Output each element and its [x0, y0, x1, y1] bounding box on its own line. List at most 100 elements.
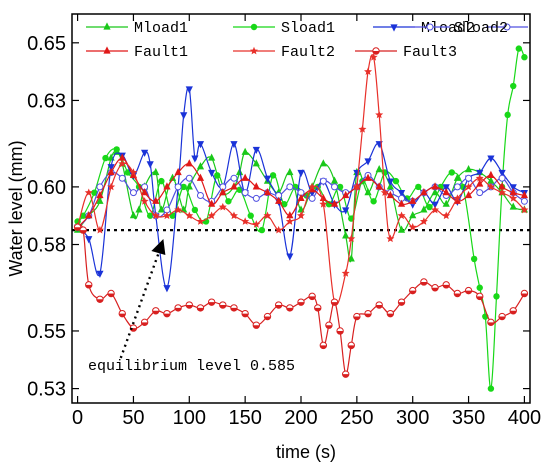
data-point [118, 153, 126, 161]
data-point-half [174, 307, 182, 312]
data-point [151, 211, 160, 220]
data-point [493, 293, 500, 300]
y-tick-label: 0.53 [27, 379, 66, 401]
data-point [263, 211, 272, 220]
data-point-half [107, 293, 115, 297]
data-point-half [431, 287, 439, 291]
data-point-half [186, 305, 193, 309]
data-point [364, 173, 372, 181]
data-point [180, 112, 188, 120]
data-point [252, 220, 261, 228]
data-point [487, 176, 495, 184]
annotation-arrow-line [119, 250, 161, 359]
data-point [152, 196, 160, 204]
data-point [397, 190, 406, 198]
data-point [208, 153, 216, 161]
legend-label: Fault3 [403, 44, 457, 61]
data-point [352, 182, 361, 191]
legend-label: Fault2 [281, 44, 335, 61]
data-point [107, 164, 115, 172]
data-point [103, 22, 111, 30]
data-point [386, 182, 394, 190]
data-point-half [253, 325, 260, 329]
data-point [297, 193, 305, 202]
data-point [498, 169, 506, 178]
data-point [135, 205, 143, 213]
data-point [196, 217, 205, 225]
data-point [214, 172, 221, 179]
data-point [486, 182, 495, 191]
data-point [196, 162, 205, 170]
series-line [76, 224, 525, 375]
data-point-half [375, 305, 383, 309]
data-point [107, 182, 116, 191]
data-point [258, 226, 266, 234]
data-point [509, 188, 517, 196]
data-point [230, 174, 238, 182]
data-point [96, 183, 104, 191]
data-point [464, 182, 473, 191]
x-tick-label: 50 [122, 407, 144, 429]
data-point [129, 168, 138, 176]
equilibrium-annotation: equilibrium level 0.585 [88, 358, 295, 375]
data-point [275, 196, 283, 204]
data-point-half [152, 310, 159, 314]
data-point [141, 149, 149, 157]
data-point [397, 199, 406, 207]
data-point [442, 188, 450, 196]
data-point [498, 188, 507, 197]
data-point [263, 188, 272, 196]
data-point [196, 173, 205, 181]
data-point [158, 177, 165, 185]
annotation-arrowhead [151, 238, 166, 255]
data-point [380, 188, 389, 197]
data-point [386, 234, 395, 243]
data-point-half [498, 316, 506, 320]
data-point [79, 212, 87, 219]
data-point [241, 189, 249, 197]
data-point [252, 159, 260, 167]
data-point-half [510, 310, 517, 314]
y-tick-label: 0.55 [27, 321, 66, 343]
data-point-half [487, 322, 495, 326]
data-point [408, 223, 417, 231]
legend-item-sload1: Sload1 [233, 20, 335, 37]
data-point [140, 197, 149, 205]
data-point-half [141, 322, 148, 326]
data-point [330, 199, 339, 207]
data-point [426, 23, 434, 31]
data-point [103, 46, 111, 54]
series-line [77, 150, 525, 263]
y-tick-label: 0.63 [27, 90, 66, 112]
data-point [476, 189, 484, 197]
legend-item-sload2: Sload2 [410, 20, 528, 37]
data-point-half [372, 51, 380, 55]
data-point [230, 182, 238, 190]
x-tick-label: 300 [396, 407, 429, 429]
data-point [146, 212, 154, 219]
y-tick-label: 0.58 [27, 235, 66, 257]
data-point [118, 159, 127, 168]
data-point [319, 199, 328, 208]
data-point [281, 200, 288, 208]
data-point [487, 385, 495, 392]
data-point-half [96, 299, 104, 303]
data-point-half [85, 284, 92, 289]
x-tick-label: 200 [284, 407, 317, 429]
data-point-half [74, 227, 81, 231]
data-point [185, 86, 193, 94]
data-point [174, 183, 182, 191]
data-point [370, 198, 377, 205]
data-point [247, 212, 254, 219]
data-point [453, 194, 462, 202]
data-point [442, 211, 451, 220]
data-point [510, 82, 517, 90]
data-point [263, 175, 272, 183]
data-point [509, 202, 517, 210]
data-point [229, 211, 238, 220]
legend-item-fault1: Fault1 [86, 44, 188, 61]
data-point [465, 174, 473, 182]
data-point [191, 155, 199, 163]
data-point [196, 141, 205, 149]
data-point-half [336, 330, 344, 335]
